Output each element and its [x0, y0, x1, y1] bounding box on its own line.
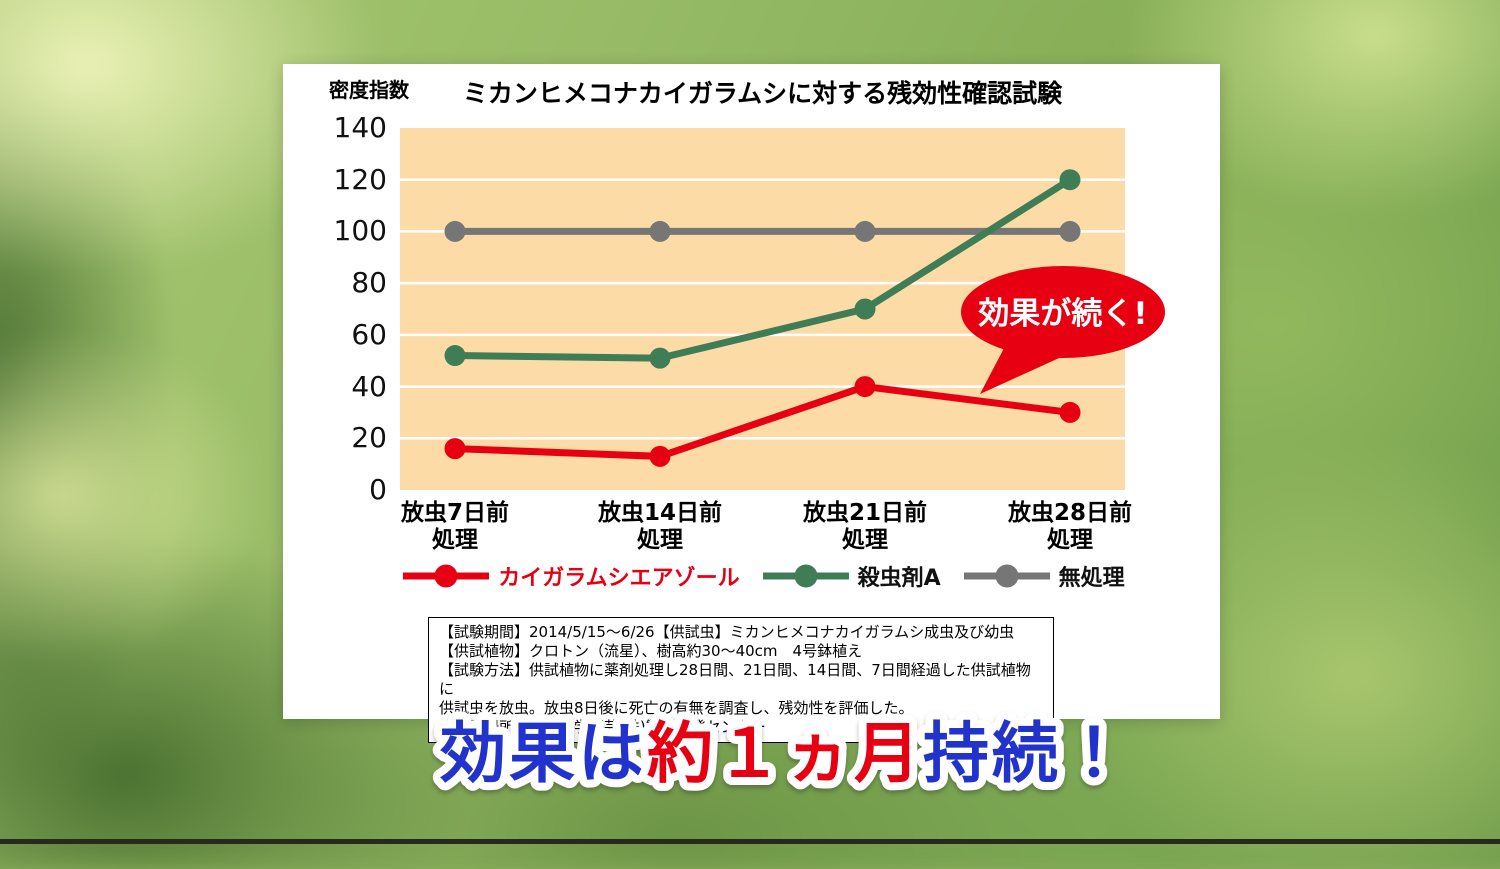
x-axis-label: 放虫14日前 処理: [597, 500, 723, 553]
y-axis-tick: 20: [351, 421, 387, 455]
note-line: 【試験期間】2014/5/15〜6/26【供試虫】ミカンヒメコナカイガラムシ成虫…: [439, 623, 1015, 641]
data-point-marker: [649, 220, 671, 242]
note-line: 【試験場所】住友化学園芸(株)製品開発センター: [439, 718, 766, 736]
series-line: [451, 383, 1074, 460]
data-point-marker: [854, 220, 876, 242]
chart-panel: 密度指数 ミカンヒメコナカイガラムシに対する残効性確認試験 0 20 40 60 80 1…: [283, 64, 1220, 743]
legend-label: 無処理: [1058, 566, 1125, 591]
data-point-marker: [444, 345, 466, 367]
data-point-marker: [854, 298, 876, 320]
note-line: 供試虫を放虫。放虫8日後に死亡の有無を調査し、残効性を評価した。: [439, 699, 914, 717]
y-axis-tick: 80: [351, 266, 387, 300]
annotation-ellipse: [961, 266, 1165, 358]
data-point-marker: [649, 445, 671, 467]
series-line: [451, 176, 1074, 362]
chart-title: ミカンヒメコナカイガラムシに対する残効性確認試験: [462, 79, 1063, 108]
y-axis-title: 密度指数: [329, 78, 409, 102]
y-axis-tick: 100: [333, 214, 387, 248]
data-point-marker: [444, 438, 466, 460]
legend-item: カイガラムシエアゾール: [400, 560, 740, 592]
annotation-bubble: 効果が続く!: [961, 266, 1165, 394]
legend-label: 殺虫剤A: [857, 566, 941, 591]
data-point-marker: [1059, 220, 1081, 242]
data-point-marker: [1059, 169, 1081, 191]
legend-line-swatch: [963, 564, 1050, 588]
legend-label: カイガラムシエアゾール: [498, 566, 740, 591]
data-point-marker: [649, 347, 671, 369]
legend-item: 無処理: [961, 560, 1125, 592]
y-axis: 0 20 40 60 80 100 120 140: [283, 64, 387, 719]
legend-item: 殺虫剤A: [760, 560, 941, 592]
y-axis-tick: 60: [351, 317, 387, 351]
y-axis-tick: 40: [351, 369, 387, 403]
test-notes-box: 【試験期間】2014/5/15〜6/26【供試虫】ミカンヒメコナカイガラムシ成虫…: [428, 617, 1054, 743]
x-axis-label: 放虫21日前 処理: [802, 500, 928, 553]
y-axis-tick: 0: [369, 473, 387, 506]
banner-text: 効果は約１ヵ月持続！: [440, 715, 1130, 792]
data-point-marker: [1059, 401, 1081, 423]
bottom-edge: [0, 839, 1500, 844]
legend: カイガラムシエアゾール 殺虫剤A 無処理: [365, 560, 1160, 592]
legend-line-swatch: [762, 564, 849, 588]
x-axis-label: 放虫7日前 処理: [400, 500, 510, 553]
bottom-banner: 効果は約１ヵ月持続！: [432, 707, 1135, 800]
x-axis: 放虫7日前 処理 放虫14日前 処理 放虫21日前 処理 放虫28日前 処理: [400, 490, 1132, 582]
data-point-marker: [854, 376, 876, 398]
line-chart: 効果が続く!: [400, 128, 1165, 490]
note-line: 【試験方法】供試植物に薬剤処理し28日間、21日間、14日間、7日間経過した供試…: [439, 661, 1031, 698]
data-point-marker: [444, 220, 466, 242]
note-line: 【供試植物】クロトン（流星）、樹高約30〜40cm 4号鉢植え: [439, 642, 863, 660]
y-axis-tick: 140: [333, 111, 387, 144]
y-axis-tick: 120: [333, 162, 387, 196]
x-axis-label: 放虫28日前 処理: [1007, 500, 1133, 553]
annotation-text: 効果が続く!: [977, 296, 1147, 332]
legend-line-swatch: [403, 564, 490, 588]
